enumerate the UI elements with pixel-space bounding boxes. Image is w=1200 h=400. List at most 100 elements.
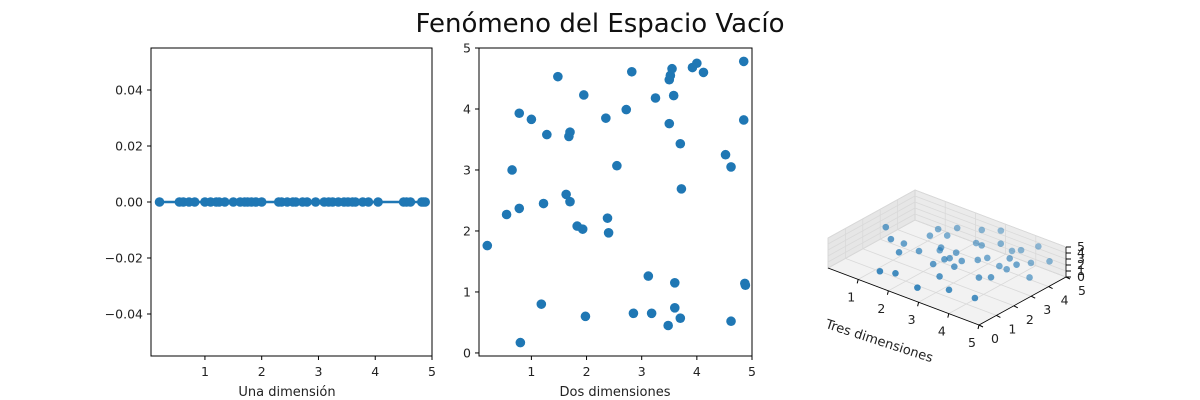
y-tick-label: 3 (463, 162, 471, 177)
data-point (350, 197, 361, 207)
data-point (937, 244, 945, 251)
x-tick-label: 5 (968, 335, 976, 350)
grid-line (918, 253, 1006, 303)
y-tick-label: 3 (1043, 302, 1051, 317)
data-point (628, 308, 639, 319)
x-tick-label: 1 (201, 364, 209, 379)
data-point (958, 257, 966, 265)
panel-2d-frame (478, 47, 753, 357)
data-point (914, 284, 921, 291)
z-tick-label: 1 (1077, 263, 1085, 278)
data-point (740, 280, 751, 291)
x-tick-label: 2 (258, 364, 266, 379)
data-point (290, 197, 301, 207)
panel-3d-box (827, 189, 1067, 326)
data-point (669, 303, 680, 313)
data-point (900, 240, 908, 247)
data-point (663, 320, 673, 331)
data-point (915, 247, 923, 255)
z-tick-label: 5 (1077, 239, 1085, 254)
data-point (1017, 246, 1025, 254)
data-point (943, 232, 951, 239)
y-tick-label: 0 (463, 345, 471, 360)
data-point (726, 162, 736, 172)
data-point (669, 278, 680, 288)
data-point (565, 127, 575, 137)
data-point (612, 160, 622, 171)
grid-line (948, 265, 1036, 314)
data-point (951, 263, 958, 270)
data-point (420, 197, 430, 207)
data-point (526, 114, 537, 125)
data-point (515, 337, 526, 348)
data-point (987, 274, 995, 281)
panel-2d: 1 2 3 4 5 0 1 2 3 4 5 Dos dimensiones (463, 41, 756, 400)
y-tick-mark (1030, 295, 1036, 299)
x-tick-mark (917, 302, 920, 307)
data-point (997, 227, 1005, 234)
data-point (929, 260, 937, 268)
data-point (1003, 265, 1010, 273)
x-tick-label: 1 (527, 364, 535, 379)
y-tick-label: 0.04 (115, 83, 143, 98)
data-point (1026, 274, 1033, 281)
data-point (1006, 255, 1013, 262)
z-tick-label: 2 (1077, 257, 1085, 272)
x-tick-mark (886, 290, 889, 295)
data-point (934, 225, 942, 233)
data-point (580, 311, 591, 322)
x-tick-mark (856, 279, 859, 284)
data-point (373, 197, 383, 207)
data-point (1013, 261, 1020, 268)
data-point (738, 115, 749, 125)
grid-line (845, 258, 997, 316)
data-point (936, 273, 943, 280)
data-point (675, 138, 686, 149)
data-point (664, 118, 675, 129)
data-point (646, 308, 657, 319)
x-tick-label: 1 (847, 289, 855, 304)
data-point (1046, 257, 1053, 265)
y-tick-label: 2 (463, 223, 471, 238)
data-point (1008, 247, 1016, 255)
panel-1d-xlabel: Una dimensión (238, 385, 335, 400)
data-point (726, 316, 736, 327)
data-point (643, 271, 654, 281)
data-point (363, 197, 374, 207)
data-point (601, 113, 611, 123)
x-tick-label: 5 (748, 364, 756, 379)
grid-line (827, 207, 916, 257)
data-point (536, 299, 547, 309)
panel-1d-ticks: 1 2 3 4 5 0.04 0.02 0.00 −0.02 −0.04 (105, 83, 436, 380)
data-point (692, 58, 702, 69)
data-point (189, 197, 200, 207)
x-tick-label: 3 (908, 312, 916, 327)
y-axis-line (978, 276, 1067, 326)
data-point (482, 240, 493, 251)
panel-2d-xlabel: Dos dimensiones (560, 385, 671, 400)
data-point (302, 197, 312, 207)
data-point (945, 286, 953, 294)
data-point (953, 224, 961, 232)
data-point (514, 203, 525, 214)
y-tick-label: 0.02 (115, 139, 143, 154)
y-tick-label: 1 (1008, 321, 1016, 336)
grid-line (914, 195, 1067, 254)
data-point (542, 129, 552, 140)
x-tick-mark (977, 324, 980, 330)
z-tick-label: 4 (1077, 245, 1085, 260)
x-tick-label: 4 (938, 324, 946, 339)
x-tick-label: 5 (428, 364, 436, 379)
data-point (565, 196, 575, 207)
data-point (507, 165, 517, 175)
panel-2d-ticks: 1 2 3 4 5 0 1 2 3 4 5 (463, 41, 756, 380)
data-point (501, 209, 512, 220)
x-tick-label: 4 (693, 364, 701, 379)
data-point (876, 267, 884, 275)
data-point (882, 223, 890, 231)
grid-line (914, 207, 1067, 266)
data-point (738, 56, 749, 67)
x-tick-mark (947, 313, 950, 318)
y-tick-label: −0.04 (105, 307, 143, 322)
